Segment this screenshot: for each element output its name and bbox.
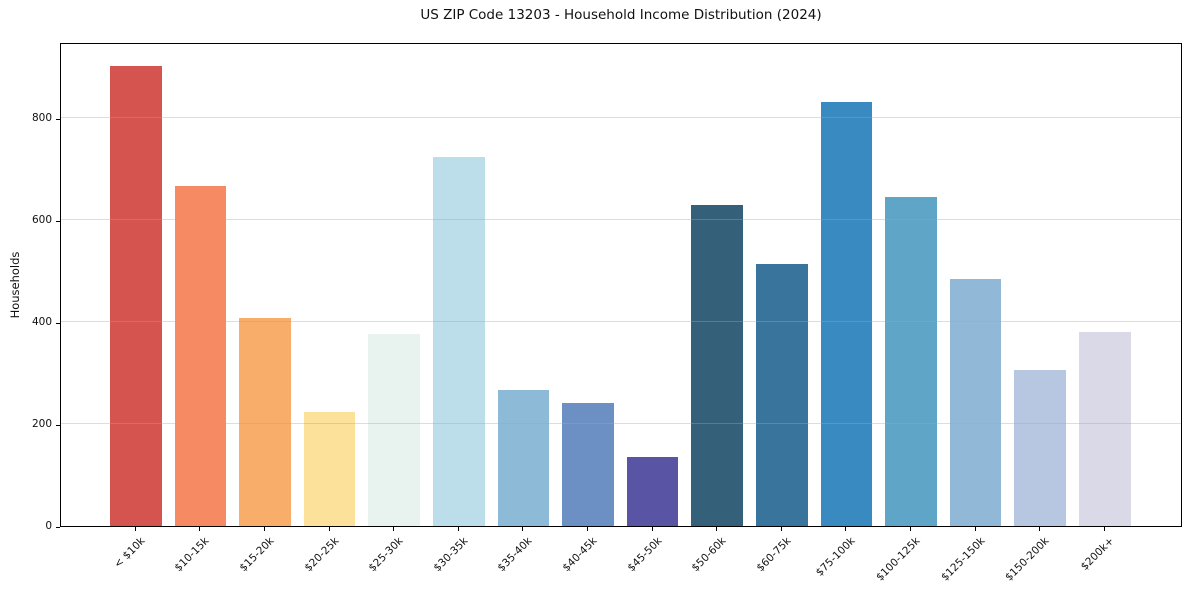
x-tick — [587, 527, 588, 531]
bar-7 — [562, 402, 614, 526]
x-tick-label: $20-25k — [301, 535, 342, 575]
x-tick — [264, 527, 265, 531]
y-tick — [56, 424, 60, 426]
x-tick-label: $60-75k — [754, 535, 794, 575]
x-tick-label: $75-100k — [814, 535, 858, 579]
gridline — [61, 423, 1181, 425]
bar-0 — [110, 65, 162, 526]
x-tick-label: $125-150k — [938, 535, 988, 584]
x-tick-label: < $10k — [111, 535, 148, 571]
x-tick — [522, 527, 524, 531]
y-tick-label: 800 — [31, 112, 52, 125]
bar-5 — [433, 156, 485, 526]
bar-13 — [949, 278, 1002, 526]
y-tick-label: 0 — [45, 520, 52, 532]
plot-area — [60, 43, 1182, 527]
x-tick — [845, 527, 847, 531]
x-tick-label: $45-50k — [624, 535, 665, 575]
gridline — [61, 219, 1181, 221]
x-tick — [393, 527, 395, 531]
gridline — [61, 321, 1181, 323]
x-tick — [134, 527, 136, 531]
y-tick — [56, 220, 60, 222]
x-tick — [328, 527, 330, 531]
y-tick-label: 200 — [31, 418, 52, 431]
x-tick-label: $35-40k — [495, 535, 535, 575]
y-tick — [56, 526, 60, 528]
y-tick-label: 400 — [31, 316, 52, 329]
y-tick — [56, 322, 60, 324]
x-tick-label: $25-30k — [366, 535, 406, 575]
x-tick-label: $10-15k — [172, 535, 212, 575]
bar-14 — [1014, 369, 1066, 526]
bar-10 — [756, 263, 808, 526]
x-tick-label: $30-35k — [431, 535, 471, 575]
x-tick — [1103, 527, 1105, 531]
gridline — [61, 117, 1181, 119]
bar-15 — [1079, 331, 1131, 526]
bar-11 — [820, 102, 873, 526]
x-tick — [199, 527, 201, 531]
bar-3 — [303, 411, 356, 526]
x-tick — [457, 527, 459, 531]
bar-4 — [368, 334, 420, 526]
x-tick — [651, 527, 653, 531]
y-axis-label: Households — [8, 251, 22, 319]
x-tick-label: $15-20k — [237, 535, 277, 575]
x-tick-label: $100-125k — [873, 535, 923, 584]
y-tick — [56, 118, 60, 120]
bar-8 — [626, 456, 679, 526]
y-tick-label: 600 — [31, 214, 52, 227]
bar-12 — [885, 197, 937, 526]
x-tick — [780, 527, 782, 531]
x-tick-label: $200k+ — [1078, 535, 1117, 573]
bar-9 — [691, 204, 743, 526]
x-tick-label: $40-45k — [560, 535, 600, 575]
bar-6 — [497, 390, 550, 526]
x-tick — [910, 527, 911, 531]
x-tick — [716, 527, 718, 531]
x-tick-label: $150-200k — [1003, 535, 1052, 584]
x-tick — [974, 527, 976, 531]
chart-title: US ZIP Code 13203 - Household Income Dis… — [420, 7, 822, 23]
x-tick-label: $50-60k — [689, 535, 729, 575]
bar-2 — [239, 317, 291, 526]
x-tick — [1039, 527, 1041, 531]
bar-1 — [174, 186, 227, 526]
